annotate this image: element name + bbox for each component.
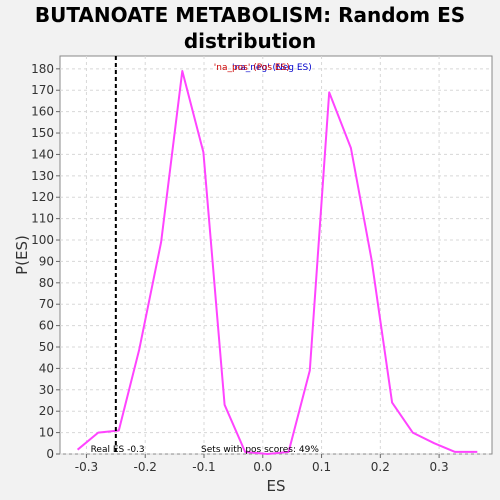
x-tick-label: -0.2 — [134, 460, 157, 474]
y-tick-label: 150 — [31, 126, 54, 140]
annotations: Real ES -0.3 Sets with pos scores: 49% 'na… — [91, 56, 319, 455]
x-tick-label: 0.3 — [430, 460, 449, 474]
plot-area — [59, 55, 493, 455]
y-tick-label: 60 — [39, 319, 54, 333]
y-tick-label: 20 — [39, 404, 54, 418]
y-tick-label: 0 — [46, 447, 54, 461]
axes: -0.3 -0.2 -0.1 0.0 0.1 0.2 0.3 0 10 20 30 40 50 60 70 8… — [31, 62, 449, 474]
y-tick-label: 40 — [39, 361, 54, 375]
y-tick-label: 180 — [31, 62, 54, 76]
y-tick-label: 10 — [39, 426, 54, 440]
y-tick-label: 140 — [31, 147, 54, 161]
y-tick-label: 70 — [39, 297, 54, 311]
series-layer — [76, 70, 478, 455]
x-axis-label: ES — [267, 477, 286, 495]
x-tick-label: 0.0 — [253, 460, 272, 474]
x-tick-label: 0.2 — [371, 460, 390, 474]
es-distribution-line — [76, 70, 478, 455]
real-es-label: Real ES -0.3 — [91, 445, 145, 455]
pos-scores-label: Sets with pos scores: 49% — [201, 445, 319, 455]
y-tick-label: 160 — [31, 105, 54, 119]
y-tick-label: 80 — [39, 276, 54, 290]
x-tick-label: -0.1 — [192, 460, 215, 474]
x-tick-label: -0.3 — [75, 460, 98, 474]
chart-title: BUTANOATE METABOLISM: Random ES distribu… — [0, 2, 500, 54]
y-tick-label: 120 — [31, 190, 54, 204]
y-tick-label: 90 — [39, 254, 54, 268]
y-tick-label: 50 — [39, 340, 54, 354]
legend-neg-entry: 'na_neg' (Neg ES) — [232, 63, 312, 73]
legend: 'na_neg' (Neg ES)'na_pos' (Pos ES) — [214, 63, 312, 73]
chart-title-line-2: distribution — [183, 29, 317, 53]
y-tick-label: 170 — [31, 83, 54, 97]
x-tick-label: 0.1 — [312, 460, 331, 474]
y-tick-label: 110 — [31, 212, 54, 226]
y-axis-label: P(ES) — [13, 235, 31, 275]
y-tick-label: 100 — [31, 233, 54, 247]
legend-pos-entry: 'na_pos' (Pos ES) — [214, 63, 290, 73]
y-tick-label: 30 — [39, 383, 54, 397]
chart-title-line-1: BUTANOATE METABOLISM: Random ES — [34, 3, 466, 27]
y-tick-label: 130 — [31, 169, 54, 183]
